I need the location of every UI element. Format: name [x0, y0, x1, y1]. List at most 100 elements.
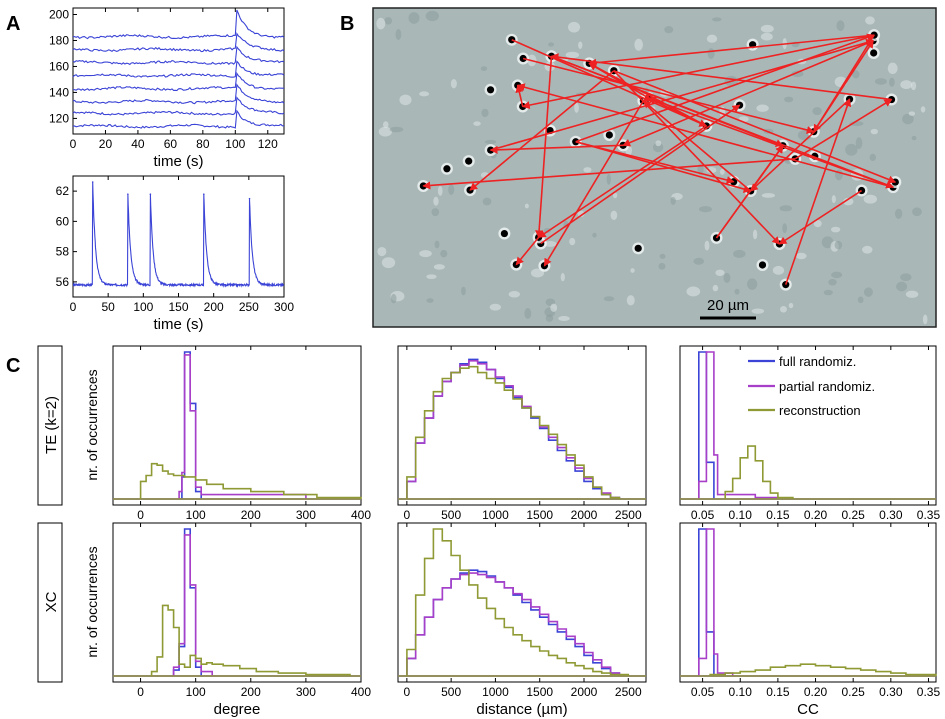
- microscopy-texture-89: [912, 207, 922, 217]
- chart-a-top: 0 20 40 60 80 100 120 time (s) 120 140 160 180 200: [49, 7, 285, 170]
- connection-arrow-33: [551, 55, 895, 189]
- microscopy-texture-92: [664, 26, 674, 34]
- xc_degree-xtick-label-1: 100: [186, 685, 206, 699]
- row-label-xc-box: XC: [37, 522, 63, 683]
- te_cc-xtick-label-3: 0.20: [804, 508, 828, 522]
- microscopy-texture-72: [900, 80, 913, 90]
- microscopy-texture-57: [384, 17, 393, 25]
- a_bottom-spike-4: [248, 197, 251, 200]
- microscopy-texture-49: [489, 303, 502, 311]
- microscopy-texture-139: [558, 315, 570, 321]
- microscopy-texture-74: [437, 185, 443, 196]
- microscopy-texture-13: [473, 121, 481, 126]
- microscopy-texture-86: [408, 12, 420, 24]
- microscopy-texture-93: [545, 314, 554, 322]
- microscopy-texture-71: [448, 184, 455, 196]
- te_cc-series-1: [698, 351, 779, 499]
- microscopy-texture-113: [482, 197, 492, 206]
- a_top-trace-2: [72, 83, 285, 105]
- microscopy-texture-30: [831, 226, 841, 233]
- a_top-trace-0: [72, 109, 284, 129]
- xc_cc-xtick-label-3: 0.20: [804, 685, 828, 699]
- microscopy-texture-157: [543, 241, 557, 247]
- microscopy-texture-27: [813, 220, 822, 228]
- microscopy-texture-53: [484, 139, 497, 144]
- te_distance-xtick-label-4: 2000: [571, 508, 598, 522]
- connection-arrow-5: [622, 39, 874, 147]
- connection-arrow-1: [575, 33, 876, 143]
- microscopy-texture-144: [889, 77, 895, 87]
- a_bottom-xlabel: time (s): [154, 316, 204, 333]
- a_bottom-spike-2: [149, 193, 152, 195]
- neuron-23: [465, 157, 473, 165]
- connection-arrow-2: [490, 38, 875, 151]
- chart-xc-cc: 0.05 0.10 0.15 0.20 0.25 0.30 0.35 CC: [679, 522, 940, 718]
- microscopy-texture-31: [782, 223, 788, 234]
- microscopy-texture-14: [630, 268, 635, 273]
- connection-arrow-11: [469, 70, 615, 191]
- xc_distance-xtick-label-5: 2500: [615, 685, 642, 699]
- microscopy-texture-38: [389, 126, 404, 133]
- xc_distance-series-2: [406, 528, 630, 676]
- connection-arrow-10: [543, 100, 645, 267]
- microscopy-texture-137: [828, 278, 837, 286]
- microscopy-texture-12: [752, 229, 758, 240]
- connection-arrow-32: [642, 93, 652, 102]
- microscopy-texture-133: [433, 196, 439, 206]
- microscopy-texture-19: [761, 193, 776, 198]
- microscopy-texture-11: [583, 167, 592, 173]
- te_distance-xtick-label-3: 1500: [526, 508, 553, 522]
- microscopy-texture-66: [855, 137, 863, 149]
- a_top-trace-3: [72, 71, 285, 92]
- microscopy-texture-114: [723, 272, 731, 284]
- connection-arrow-16: [537, 125, 707, 239]
- row-label-xc: XC: [43, 591, 60, 612]
- microscopy-texture-135: [655, 140, 662, 147]
- chart-te-distance: 0 500 1000 1500 2000 2500: [397, 345, 647, 522]
- xc_distance-xtick-label-3: 1500: [526, 685, 553, 699]
- microscopy-texture-67: [707, 48, 715, 60]
- microscopy-texture-105: [863, 287, 873, 297]
- microscopy-texture-21: [592, 232, 597, 238]
- microscopy-texture-18: [843, 197, 854, 206]
- a_bottom-trace: [72, 181, 285, 288]
- legend: full randomiz. partial randomiz. reconst…: [748, 354, 875, 418]
- microscopy-texture-46: [911, 135, 917, 141]
- microscopy-texture-70: [706, 34, 718, 43]
- microscopy-texture-109: [481, 108, 489, 118]
- chart-xc-distance: 0 500 1000 1500 2000 2500 distance (µm): [397, 522, 647, 718]
- microscopy-texture-80: [821, 236, 834, 249]
- te_degree-xtick-label-4: 400: [351, 508, 371, 522]
- microscopy-texture-58: [603, 296, 615, 302]
- microscopy-texture-16: [634, 38, 643, 51]
- microscopy-texture-28: [870, 128, 879, 135]
- microscopy-texture-90: [831, 195, 836, 204]
- microscopy-texture-6: [836, 20, 845, 32]
- a_bottom-ytick-label-0: 56: [56, 275, 70, 289]
- microscopy-texture-1: [791, 70, 804, 78]
- neuron-41: [605, 131, 613, 139]
- microscopy-texture-9: [862, 245, 873, 254]
- microscopy-texture-110: [845, 143, 858, 156]
- te_distance-xtick-label-2: 1000: [482, 508, 509, 522]
- te_distance-xtick-label-0: 0: [404, 508, 411, 522]
- microscopy-texture-126: [548, 42, 555, 47]
- microscopy-texture-95: [812, 107, 822, 116]
- microscopy-texture-130: [550, 303, 558, 312]
- connection-arrow-6: [511, 38, 708, 127]
- microscopy-texture-41: [426, 298, 434, 303]
- a_bottom-ytick-label-2: 60: [56, 214, 70, 228]
- xc_degree-xtick-label-0: 0: [137, 685, 144, 699]
- microscopy-texture-26: [461, 286, 466, 296]
- microscopy-texture-76: [381, 257, 396, 269]
- microscopy-texture-64: [902, 113, 914, 125]
- a_top-ytick-label-2: 160: [49, 59, 69, 73]
- microscopy-texture-123: [567, 21, 581, 33]
- a_top-xtick-label-6: 120: [258, 137, 278, 151]
- ylabel-xc: nr. of occurrences: [84, 546, 100, 657]
- row-label-te: TE (k=2): [43, 396, 60, 454]
- neuron-19: [758, 261, 767, 269]
- microscopy-texture-131: [658, 262, 666, 270]
- microscopy-texture-107: [779, 205, 793, 212]
- xc_degree-xlabel: degree: [214, 701, 261, 718]
